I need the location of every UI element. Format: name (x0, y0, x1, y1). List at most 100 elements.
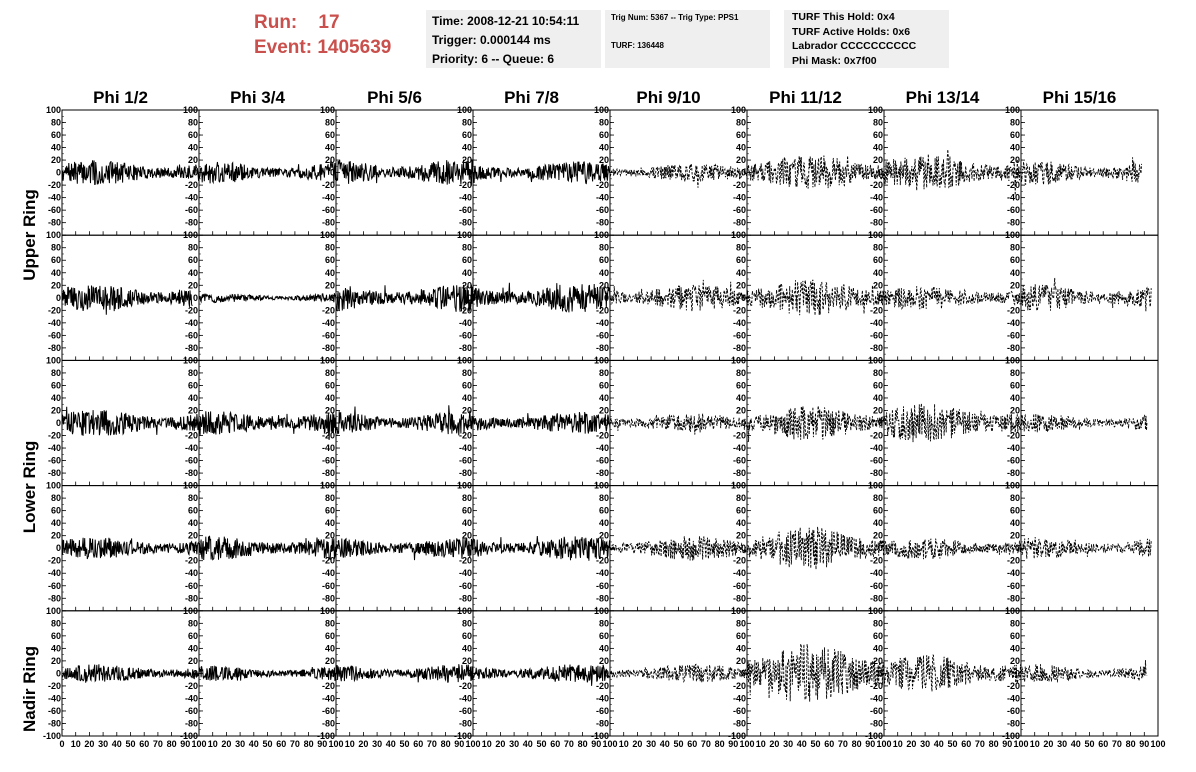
y-tick-label: -100 (43, 731, 61, 741)
y-tick-label: 100 (183, 606, 198, 616)
x-tick-label: 50 (399, 739, 409, 749)
x-tick-label: 80 (304, 739, 314, 749)
y-tick-label: 100 (46, 355, 61, 365)
waveform-trace (883, 149, 1022, 196)
y-tick-label: 40 (51, 643, 61, 653)
y-tick-label: -80 (48, 343, 61, 353)
x-tick-label: 10 (208, 739, 218, 749)
y-tick-label: -80 (596, 343, 609, 353)
y-tick-label: 20 (599, 155, 609, 165)
y-tick-label: 60 (188, 506, 198, 516)
x-tick-label: 20 (358, 739, 368, 749)
y-tick-label: 40 (462, 643, 472, 653)
x-tick-label: 70 (564, 739, 574, 749)
y-tick-label: -20 (596, 556, 609, 566)
y-tick-label: 40 (736, 518, 746, 528)
y-tick-label: 0 (741, 293, 746, 303)
y-tick-label: -60 (870, 706, 883, 716)
x-tick-label: 30 (646, 739, 656, 749)
y-tick-label: -20 (870, 556, 883, 566)
x-tick-label: 30 (372, 739, 382, 749)
y-tick-label: 0 (193, 543, 198, 553)
y-tick-label: 80 (873, 368, 883, 378)
y-tick-label: 0 (1015, 418, 1020, 428)
y-tick-label: 80 (51, 118, 61, 128)
x-tick-label: 30 (1057, 739, 1067, 749)
y-tick-label: 20 (1010, 531, 1020, 541)
y-tick-label: 40 (873, 518, 883, 528)
y-tick-label: -60 (459, 456, 472, 466)
waveform-trace (883, 654, 1022, 692)
x-tick-label: 90 (865, 739, 875, 749)
y-tick-label: -20 (870, 431, 883, 441)
y-tick-label: 40 (1010, 143, 1020, 153)
y-tick-label: 20 (599, 656, 609, 666)
y-tick-label: -20 (1007, 431, 1020, 441)
y-tick-label: 60 (462, 130, 472, 140)
x-tick-label: 100 (328, 739, 343, 749)
y-tick-label: 100 (46, 606, 61, 616)
x-tick-label: 80 (1126, 739, 1136, 749)
y-tick-label: 40 (599, 393, 609, 403)
y-tick-label: 100 (731, 105, 746, 115)
waveform-trace (335, 405, 474, 436)
y-tick-label: 20 (462, 656, 472, 666)
y-tick-label: 80 (188, 618, 198, 628)
y-tick-label: 0 (56, 543, 61, 553)
y-tick-label: 0 (467, 168, 472, 178)
y-tick-label: -60 (596, 330, 609, 340)
y-tick-label: 0 (604, 668, 609, 678)
y-tick-label: 40 (873, 393, 883, 403)
y-tick-label: -40 (1007, 443, 1020, 453)
y-tick-label: 20 (736, 405, 746, 415)
x-tick-label: 40 (934, 739, 944, 749)
y-tick-label: -20 (185, 431, 198, 441)
y-tick-label: -80 (48, 593, 61, 603)
y-tick-label: -60 (596, 456, 609, 466)
y-tick-label: 80 (873, 618, 883, 628)
column-header-phi-15-16: Phi 15/16 (1042, 88, 1117, 107)
trig-info-box: Trig Num: 5367 -- Trig Type: PPS1 TURF: … (605, 10, 770, 68)
y-tick-label: 80 (462, 243, 472, 253)
x-tick-label: 90 (591, 739, 601, 749)
y-tick-label: 100 (1005, 355, 1020, 365)
y-tick-label: -80 (322, 718, 335, 728)
y-tick-label: -60 (596, 205, 609, 215)
y-tick-label: -40 (459, 193, 472, 203)
x-tick-label: 80 (167, 739, 177, 749)
y-tick-label: -60 (870, 581, 883, 591)
y-tick-label: -20 (48, 431, 61, 441)
x-tick-label: 20 (495, 739, 505, 749)
y-tick-label: -80 (48, 468, 61, 478)
run-event-box: Run: 17 Event: 1405639 (254, 10, 391, 60)
y-tick-label: 40 (873, 643, 883, 653)
y-tick-label: -80 (459, 718, 472, 728)
y-tick-label: -60 (185, 205, 198, 215)
y-tick-label: 60 (462, 631, 472, 641)
y-tick-label: -80 (185, 343, 198, 353)
y-tick-label: 40 (1010, 393, 1020, 403)
x-tick-label: 10 (1030, 739, 1040, 749)
trig-num-text: Trig Num: 5367 -- Trig Type: PPS1 (611, 13, 739, 22)
y-tick-label: -60 (48, 456, 61, 466)
x-tick-label: 100 (876, 739, 891, 749)
x-tick-label: 50 (536, 739, 546, 749)
y-tick-label: 60 (736, 380, 746, 390)
y-tick-label: 40 (599, 268, 609, 278)
y-tick-label: 20 (51, 280, 61, 290)
turf-text: TURF: 136448 (611, 41, 664, 50)
column-header-phi-7-8: Phi 7/8 (504, 88, 559, 107)
y-tick-label: 40 (462, 518, 472, 528)
y-tick-label: 0 (1015, 668, 1020, 678)
y-tick-label: 0 (467, 668, 472, 678)
y-tick-label: -40 (596, 443, 609, 453)
y-tick-label: -40 (596, 568, 609, 578)
y-tick-label: 80 (325, 493, 335, 503)
y-tick-label: -40 (185, 693, 198, 703)
y-tick-label: 100 (1005, 481, 1020, 491)
y-tick-label: 40 (599, 143, 609, 153)
y-tick-label: 0 (56, 668, 61, 678)
y-tick-label: 0 (741, 418, 746, 428)
y-tick-label: -20 (459, 305, 472, 315)
y-tick-label: 40 (873, 268, 883, 278)
